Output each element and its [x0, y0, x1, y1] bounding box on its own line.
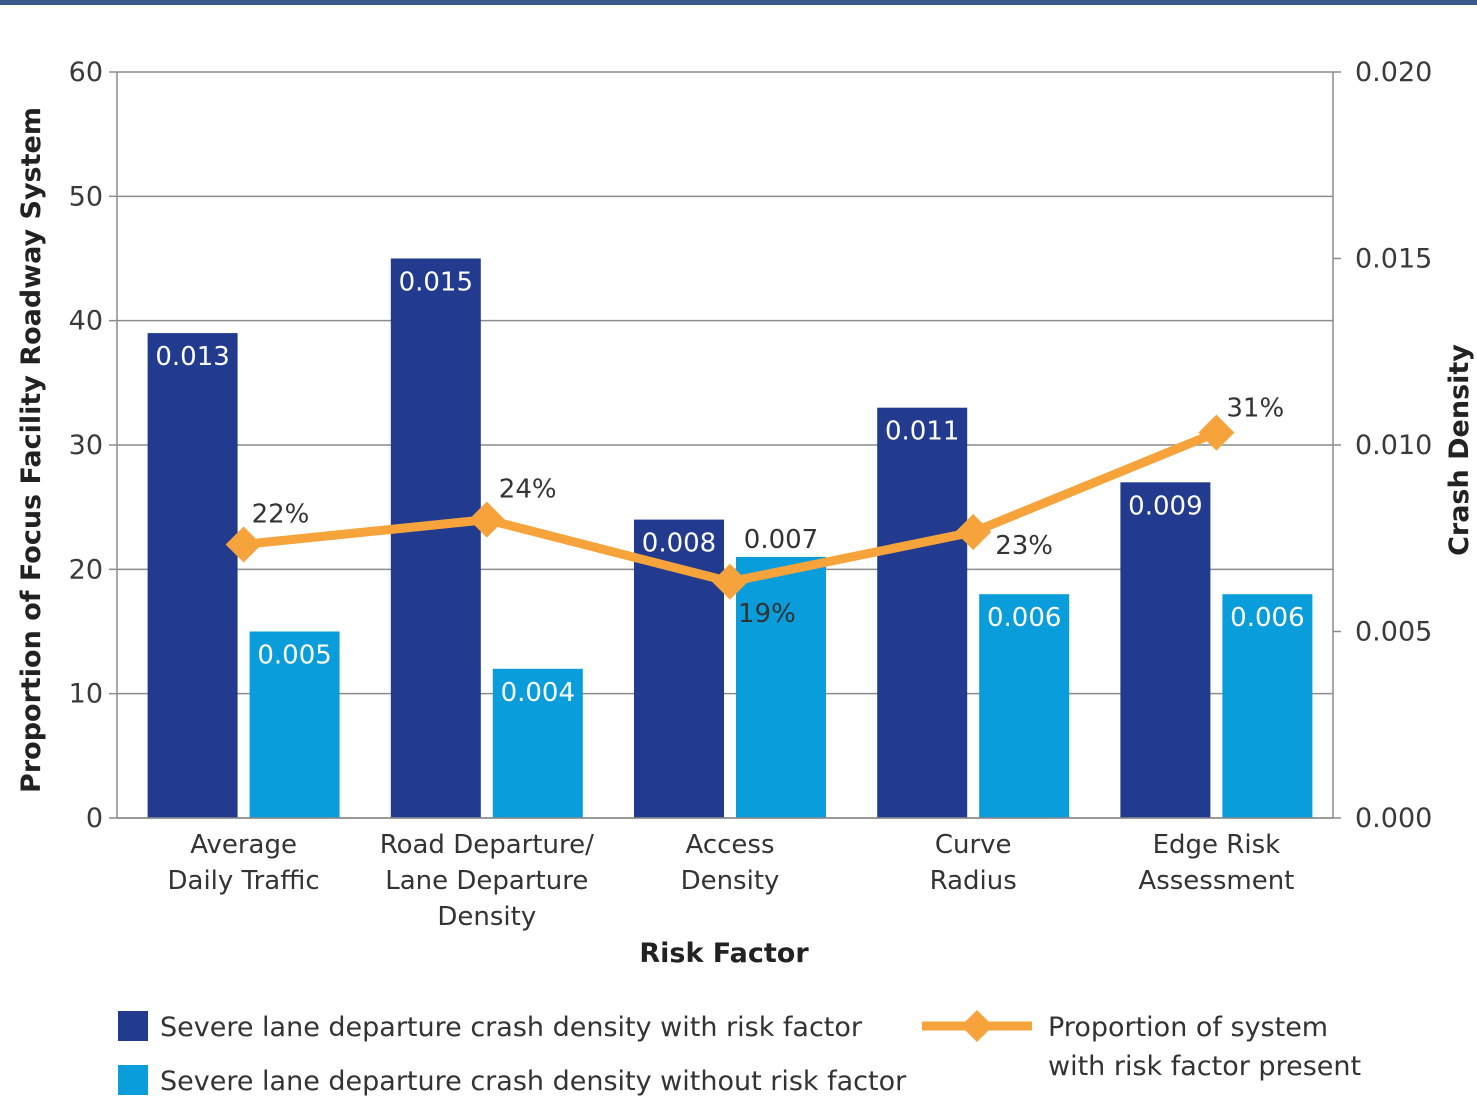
legend-label-proportion-line-1: Proportion of system [1048, 1012, 1328, 1043]
y-tick-label-left: 40 [69, 306, 103, 337]
bar-label-without-risk: 0.007 [744, 525, 818, 555]
bar-without-risk [736, 556, 826, 818]
window-top-border [0, 0, 1477, 5]
bar-label-with-risk: 0.009 [1128, 491, 1202, 521]
bars [147, 258, 1313, 818]
x-tick-label: Curve [935, 830, 1012, 860]
bar-label-without-risk: 0.004 [501, 678, 575, 708]
bar-with-risk [147, 333, 238, 818]
proportion-label: 19% [738, 599, 796, 629]
bar-label-without-risk: 0.006 [987, 603, 1061, 633]
y-tick-label-right: 0.000 [1355, 803, 1432, 834]
y-tick-label-right: 0.015 [1355, 244, 1432, 275]
x-tick-label: Lane Departure [385, 866, 588, 896]
bar-label-with-risk: 0.011 [885, 417, 959, 447]
legend-label-without-risk: Severe lane departure crash density with… [160, 1066, 907, 1097]
bar-without-risk [492, 668, 583, 818]
x-tick-label: Road Departure/ [380, 830, 594, 860]
bar-label-with-risk: 0.015 [399, 268, 473, 298]
bar-with-risk [1120, 482, 1211, 818]
x-tick-label: Edge Risk [1153, 830, 1281, 860]
x-tick-label: Radius [930, 866, 1017, 896]
y-tick-label-left: 10 [69, 679, 103, 710]
bar-without-risk [249, 631, 340, 818]
proportion-marker [1198, 414, 1235, 451]
y-axis-title-left: Proportion of Focus Facility Roadway Sys… [16, 107, 47, 793]
y-tick-label-right: 0.010 [1355, 430, 1432, 461]
proportion-label: 23% [995, 531, 1053, 561]
y-tick-label-left: 0 [86, 803, 103, 834]
proportion-label: 24% [499, 475, 557, 505]
proportion-line [225, 414, 1235, 600]
bar-with-risk [390, 258, 481, 818]
y-tick-label-left: 50 [69, 181, 103, 212]
proportion-marker [468, 501, 505, 538]
bar-label-with-risk: 0.013 [155, 342, 229, 372]
proportion-line-path [243, 428, 1219, 587]
y-tick-label-left: 20 [69, 554, 103, 585]
bar-label-without-risk: 0.006 [1230, 603, 1304, 633]
x-axis-title: Risk Factor [639, 938, 809, 969]
x-tick-label: Density [681, 866, 780, 896]
proportion-marker [955, 514, 992, 551]
x-tick-label: Density [437, 902, 536, 932]
legend-line-marker [961, 1010, 993, 1042]
bar-without-risk [1222, 594, 1313, 818]
proportion-marker [712, 563, 748, 600]
data-labels: 0.013 0.005 0.015 0.004 0.008 0.007 0.011 0.006… [155, 268, 1304, 708]
legend-swatch-with-risk [118, 1011, 148, 1041]
y-axis-title-right: Crash Density [1444, 344, 1475, 556]
proportion-label: 22% [252, 499, 310, 529]
y-tick-label-left: 30 [69, 430, 103, 461]
proportion-marker [225, 526, 262, 563]
x-tick-label: Average [190, 830, 297, 860]
bar-with-risk [877, 407, 968, 818]
legend-label-proportion-line-2: with risk factor present [1048, 1051, 1361, 1082]
x-tick-label: Daily Traffic [168, 866, 320, 896]
y-tick-label-right: 0.005 [1355, 617, 1432, 648]
proportion-label: 31% [1226, 394, 1284, 424]
x-tick-label: Access [685, 830, 774, 860]
y-tick-label-right: 0.020 [1355, 57, 1432, 88]
x-tick-label: Assessment [1138, 866, 1294, 896]
y-tick-label-left: 60 [69, 57, 103, 88]
bar-without-risk [979, 594, 1070, 818]
legend-swatch-without-risk [118, 1065, 148, 1095]
bar-label-without-risk: 0.005 [257, 641, 331, 671]
bar-label-with-risk: 0.008 [642, 529, 716, 559]
legend-label-with-risk: Severe lane departure crash density with… [160, 1012, 863, 1043]
axes: 0 10 20 30 40 50 60 0.000 0.005 0.010 0.015 0.020 Av… [69, 57, 1433, 932]
